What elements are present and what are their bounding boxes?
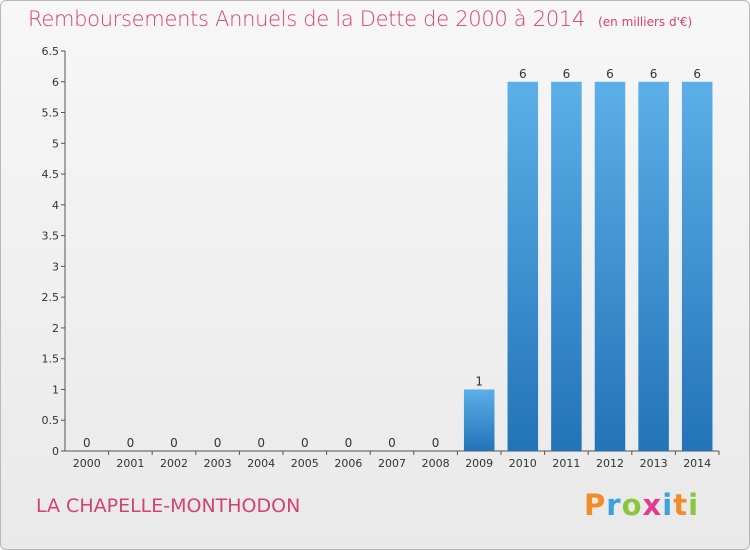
- x-tick-label-2006: 2006: [334, 457, 362, 470]
- y-tick-label: 5.5: [42, 107, 60, 120]
- bar-2011: [551, 81, 582, 452]
- y-tick-label: 2: [52, 322, 59, 335]
- logo-letter: o: [621, 488, 643, 522]
- bar-2014: [681, 81, 713, 452]
- logo-letter: i: [688, 488, 700, 522]
- x-tick-label-2004: 2004: [247, 457, 275, 470]
- x-tick-label-2005: 2005: [291, 457, 319, 470]
- y-tick-label: 2.5: [42, 291, 60, 304]
- x-tick-label-2011: 2011: [552, 457, 580, 470]
- data-label-2002: 0: [170, 436, 178, 450]
- y-tick-label: 3.5: [42, 230, 60, 243]
- x-tick-label-2003: 2003: [204, 457, 232, 470]
- y-tick-label: 3: [52, 260, 59, 273]
- x-tick-label-2007: 2007: [378, 457, 406, 470]
- x-tick-label-2010: 2010: [509, 457, 537, 470]
- x-tick-label-2012: 2012: [596, 457, 624, 470]
- data-label-2003: 0: [214, 436, 222, 450]
- y-tick-label: 4: [52, 199, 59, 212]
- y-tick-label: 0: [52, 445, 59, 458]
- data-label-2004: 0: [257, 436, 265, 450]
- y-tick-label: 5: [52, 137, 59, 150]
- y-tick-label: 6.5: [42, 45, 60, 58]
- logo-letter: x: [642, 488, 663, 522]
- x-tick-label-2014: 2014: [683, 457, 711, 470]
- proxiti-logo: Proxiti: [584, 488, 699, 522]
- x-tick-label-2001: 2001: [116, 457, 144, 470]
- commune-name: LA CHAPELLE-MONTHODON: [36, 495, 301, 517]
- chart-labels: 0 0.5 1 1.5 2 2.5 3 3.5 4 4.5 5 5.5 6 6.5 2000 0 2001 0 20…: [42, 45, 712, 470]
- data-label-2011: 6: [563, 67, 571, 81]
- bar-2009: [463, 389, 495, 451]
- data-label-2014: 6: [693, 67, 701, 81]
- y-tick-label: 1.5: [42, 353, 60, 366]
- data-label-2012: 6: [606, 67, 614, 81]
- x-tick-label-2002: 2002: [160, 457, 188, 470]
- data-label-2001: 0: [127, 436, 135, 450]
- logo-letter: P: [584, 488, 607, 522]
- x-tick-label-2013: 2013: [640, 457, 668, 470]
- logo-letter: i: [662, 488, 674, 522]
- logo-letter: r: [606, 488, 622, 522]
- data-label-2008: 0: [432, 436, 440, 450]
- bar-2013: [638, 81, 669, 452]
- y-tick-label: 1: [52, 383, 59, 396]
- x-tick-label-2000: 2000: [73, 457, 101, 470]
- bar-2012: [594, 81, 626, 452]
- x-tick-label-2008: 2008: [422, 457, 450, 470]
- data-label-2000: 0: [83, 436, 91, 450]
- data-label-2009: 1: [475, 374, 483, 388]
- y-tick-label: 4.5: [42, 168, 60, 181]
- chart-bars: [463, 81, 713, 452]
- data-label-2010: 6: [519, 67, 527, 81]
- data-label-2007: 0: [388, 436, 396, 450]
- chart-title-text: Remboursements Annuels de la Dette de 20…: [28, 7, 585, 31]
- y-tick-label: 0.5: [42, 414, 60, 427]
- chart-unit-label: (en milliers d'€): [598, 15, 693, 29]
- data-label-2013: 6: [650, 67, 658, 81]
- logo-letter: t: [673, 488, 689, 522]
- bar-2010: [507, 81, 539, 452]
- y-tick-label: 6: [52, 76, 59, 89]
- chart-title: Remboursements Annuels de la Dette de 20…: [28, 7, 692, 31]
- data-label-2005: 0: [301, 436, 309, 450]
- data-label-2006: 0: [345, 436, 353, 450]
- x-tick-label-2009: 2009: [465, 457, 493, 470]
